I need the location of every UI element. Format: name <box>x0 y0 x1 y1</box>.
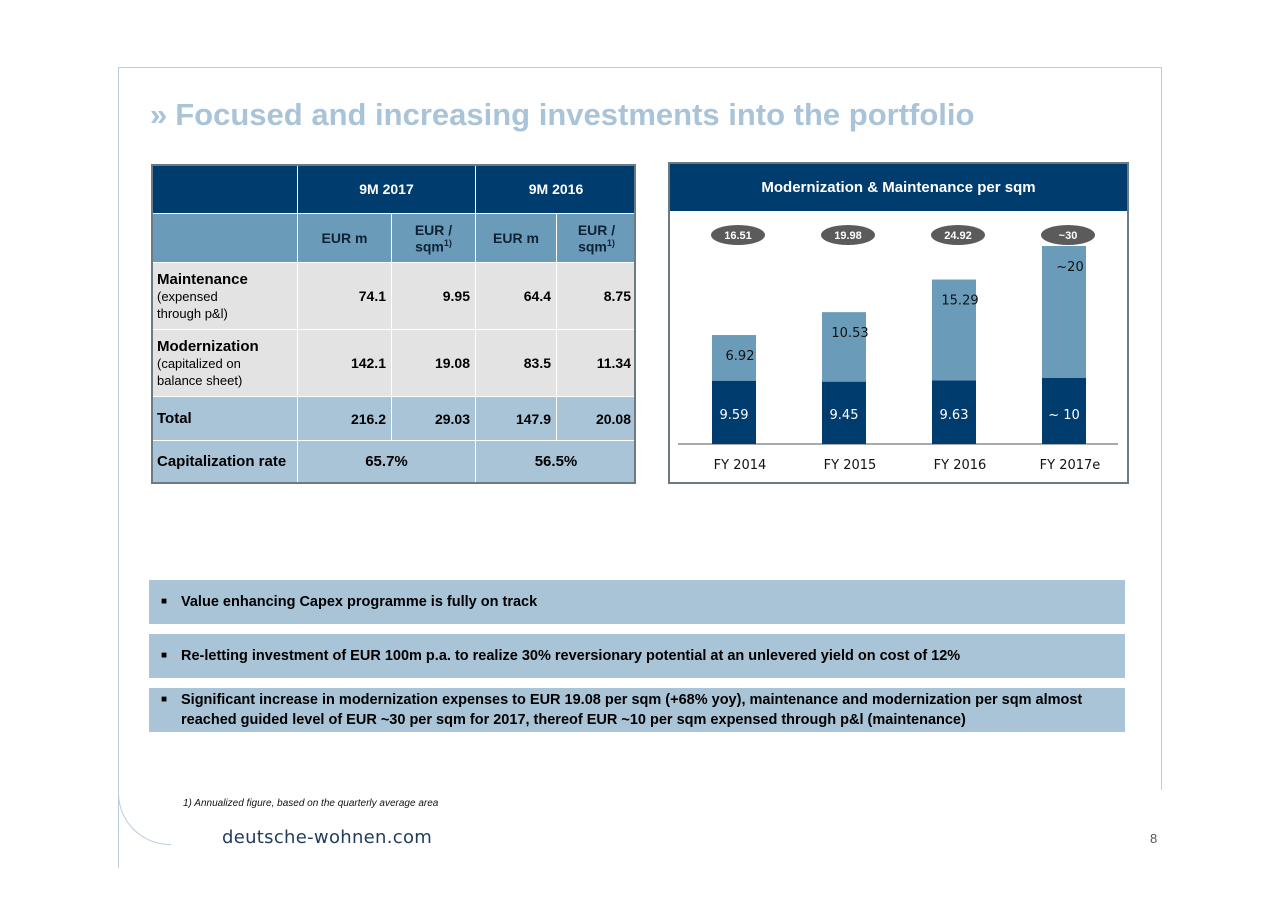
data-label: 9.45 <box>830 408 859 423</box>
brand-logo-text: deutsche-wohnen.com <box>222 827 433 848</box>
slide-frame <box>118 67 1162 868</box>
table-cell: 9.95 <box>391 262 476 330</box>
page-number: 8 <box>1150 831 1158 846</box>
title-text: Focused and increasing investments into … <box>175 97 975 132</box>
bullet-item: ■ Value enhancing Capex programme is ful… <box>149 580 1125 624</box>
table-row-total: Total 216.2 29.03 147.9 20.08 <box>151 396 637 441</box>
bullet-text: Significant increase in modernization ex… <box>181 692 1083 728</box>
total-label: 24.92 <box>944 230 972 242</box>
table-cell: 216.2 <box>297 396 392 441</box>
header-period-2017: 9M 2017 <box>297 164 476 214</box>
bullet-item: ■ Significant increase in modernization … <box>149 688 1125 732</box>
bullet-text: Value enhancing Capex programme is fully… <box>181 594 538 610</box>
data-label: ~20 <box>1056 260 1083 275</box>
page-title: » Focused and increasing investments into… <box>150 97 974 133</box>
table-cell: 8.75 <box>556 262 637 330</box>
category-label: FY 2014 <box>714 458 767 473</box>
table-cell: 56.5% <box>475 440 637 483</box>
table-cell: 20.08 <box>556 396 637 441</box>
data-label: 9.59 <box>720 408 749 423</box>
total-label: 16.51 <box>724 230 752 242</box>
table-header-periods: 9M 2017 9M 2016 <box>151 164 637 214</box>
total-label: ~30 <box>1059 230 1078 242</box>
bullet-item: ■ Re-letting investment of EUR 100m p.a.… <box>149 634 1125 678</box>
investment-table: 9M 2017 9M 2016 EUR m EUR / sqm1) EUR m E… <box>151 164 637 483</box>
total-pill <box>931 225 985 245</box>
frame-gap <box>1160 790 1162 870</box>
bar-segment <box>932 279 976 381</box>
table-cell: 147.9 <box>475 396 557 441</box>
row-label: Total <box>151 396 298 441</box>
category-label: FY 2017e <box>1040 458 1101 473</box>
table-header-units: EUR m EUR / sqm1) EUR m EUR / sqm1) <box>151 213 637 263</box>
bar-segment <box>822 381 866 444</box>
subheader-eur-sqm: EUR / sqm1) <box>391 213 476 263</box>
bullet-marker: ■ <box>161 596 168 607</box>
row-label: Capitalization rate <box>151 440 298 483</box>
table-cell: 64.4 <box>475 262 557 330</box>
total-pill <box>821 225 875 245</box>
table-cell: 142.1 <box>297 329 392 397</box>
data-label: 10.53 <box>831 326 868 341</box>
bar-segment <box>712 335 756 381</box>
data-label: 9.63 <box>940 408 969 423</box>
total-pill <box>711 225 765 245</box>
total-pill <box>1041 225 1095 245</box>
title-chevron: » <box>150 97 168 132</box>
chart-title: Modernization & Maintenance per sqm <box>670 164 1127 211</box>
bar-segment <box>1042 378 1086 444</box>
chart-panel: Modernization & Maintenance per sqm 9.59… <box>668 162 1129 484</box>
subheader-eur-m: EUR m <box>297 213 392 263</box>
table-row-modernization: Modernization (capitalized on balance sh… <box>151 329 637 397</box>
table-cell: 19.08 <box>391 329 476 397</box>
footnote: 1) Annualized figure, based on the quart… <box>183 798 439 809</box>
data-label: 6.92 <box>726 349 755 364</box>
table-cell: 29.03 <box>391 396 476 441</box>
header-period-2016: 9M 2016 <box>475 164 637 214</box>
bullet-text: Re-letting investment of EUR 100m p.a. t… <box>181 648 961 664</box>
table-row-maintenance: Maintenance (expensed through p&l) 74.1 … <box>151 262 637 330</box>
bullet-marker: ■ <box>161 694 168 705</box>
data-label: ~ 10 <box>1048 408 1080 423</box>
data-label: 15.29 <box>941 294 978 309</box>
bar-segment <box>932 380 976 444</box>
table-row-cap-rate: Capitalization rate 65.7% 56.5% <box>151 440 637 483</box>
subheader-eur-m: EUR m <box>475 213 557 263</box>
table-cell: 11.34 <box>556 329 637 397</box>
table-cell: 74.1 <box>297 262 392 330</box>
bar-segment <box>712 380 756 444</box>
category-label: FY 2015 <box>824 458 877 473</box>
stacked-bar-chart: 9.59 6.92 16.51 FY 2014 9.45 10.53 19.98 FY 201… <box>678 225 1118 473</box>
bullet-marker: ■ <box>161 650 168 661</box>
total-label: 19.98 <box>834 230 862 242</box>
row-label: Maintenance (expensed through p&l) <box>151 262 298 330</box>
header-blank <box>151 164 298 214</box>
table-cell: 65.7% <box>297 440 476 483</box>
category-label: FY 2016 <box>934 458 987 473</box>
subheader-eur-sqm: EUR / sqm1) <box>556 213 637 263</box>
table-cell: 83.5 <box>475 329 557 397</box>
row-label: Modernization (capitalized on balance sh… <box>151 329 298 397</box>
bar-segment <box>822 312 866 382</box>
bar-segment <box>1042 246 1086 378</box>
subheader-blank <box>151 213 298 263</box>
